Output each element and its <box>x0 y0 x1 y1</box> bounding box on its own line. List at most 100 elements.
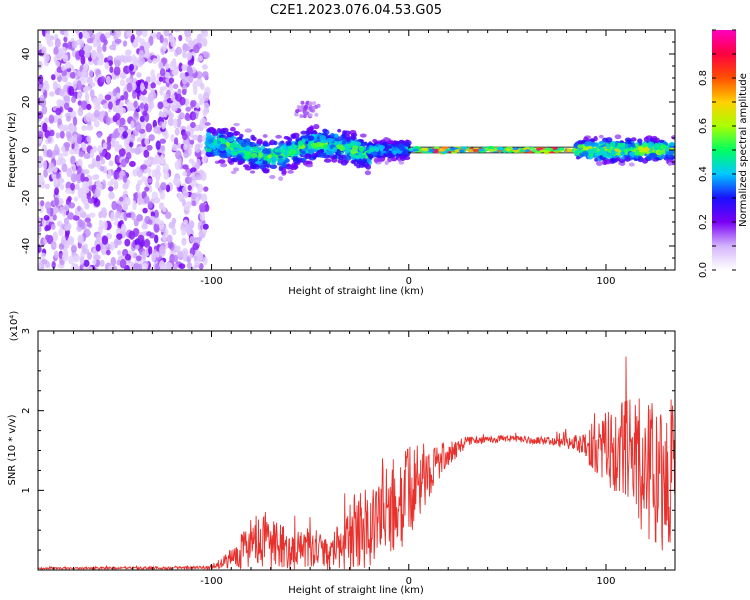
signal-point <box>351 160 356 164</box>
noise-point <box>71 40 78 49</box>
signal-point <box>297 158 303 163</box>
signal-point <box>222 139 227 144</box>
signal-point <box>350 148 357 155</box>
noise-point <box>188 67 194 77</box>
noise-point <box>76 160 83 168</box>
noise-point <box>141 30 148 38</box>
noise-point <box>115 210 121 219</box>
noise-point <box>158 245 166 255</box>
noise-point <box>132 168 138 177</box>
noise-point <box>68 123 75 133</box>
noise-point <box>40 252 46 259</box>
stable-signal-point <box>512 147 519 151</box>
noise-point <box>137 234 145 244</box>
signal-point <box>267 154 272 159</box>
noise-point <box>77 234 84 244</box>
stable-signal-point <box>566 148 573 152</box>
noise-point <box>116 92 121 100</box>
colorbar: 0.0 0.2 0.4 0.6 0.8 Normalized spectral ampl… <box>698 29 749 278</box>
noise-point <box>175 46 182 55</box>
noise-point <box>43 89 48 99</box>
noise-point <box>93 254 101 261</box>
signal-point <box>243 138 251 143</box>
noise-point <box>88 212 96 218</box>
noise-point <box>182 250 188 260</box>
signal-point <box>587 148 595 154</box>
noise-point <box>39 98 47 108</box>
spike-point <box>302 114 307 119</box>
noise-point <box>107 55 113 62</box>
signal-point <box>628 162 635 167</box>
signal-point <box>600 150 608 155</box>
signal-point <box>233 130 239 137</box>
signal-point <box>250 134 256 140</box>
noise-point <box>59 259 65 266</box>
noise-point <box>55 60 61 67</box>
noise-point <box>52 166 58 173</box>
signal-point <box>208 135 217 139</box>
noise-point <box>122 131 128 139</box>
noise-point <box>200 82 205 90</box>
noise-point <box>139 94 145 102</box>
noise-point <box>86 37 93 44</box>
signal-point <box>641 158 649 164</box>
noise-point <box>89 82 96 88</box>
noise-point <box>86 266 94 270</box>
noise-point <box>118 144 123 150</box>
stable-signal-point <box>460 146 468 150</box>
signal-point <box>269 174 276 180</box>
noise-point <box>164 228 169 237</box>
noise-point <box>42 122 48 133</box>
signal-point <box>599 146 606 152</box>
signal-point <box>274 148 279 153</box>
noise-point <box>201 64 208 70</box>
stable-signal-point <box>438 148 446 152</box>
noise-point <box>153 154 161 165</box>
snr-y-tick-label: 3 <box>21 328 32 334</box>
noise-point <box>49 91 55 97</box>
noise-point <box>176 117 182 128</box>
signal-point <box>270 156 277 162</box>
signal-point <box>244 128 252 133</box>
signal-point <box>341 140 347 145</box>
noise-point <box>61 75 68 83</box>
noise-point <box>109 44 116 51</box>
signal-point <box>269 164 278 170</box>
noise-point <box>61 165 67 172</box>
noise-point <box>182 190 189 199</box>
noise-point <box>67 236 75 245</box>
noise-point <box>85 228 91 237</box>
noise-point <box>117 126 125 134</box>
signal-point <box>209 127 217 132</box>
spectrogram-y-tick-label: 0 <box>21 147 32 153</box>
noise-point <box>138 57 146 65</box>
noise-point <box>78 49 85 57</box>
noise-point <box>81 245 86 254</box>
stable-signal-point <box>422 148 429 152</box>
noise-point <box>203 102 210 111</box>
noise-point <box>46 149 53 158</box>
signal-point <box>624 156 631 162</box>
noise-point <box>88 69 94 78</box>
noise-point <box>186 51 193 61</box>
noise-point <box>153 197 161 204</box>
noise-point <box>38 230 41 240</box>
noise-point <box>82 181 89 187</box>
signal-point <box>577 144 584 149</box>
signal-point <box>398 145 406 151</box>
noise-point <box>183 205 190 211</box>
signal-point <box>315 141 322 148</box>
noise-point <box>58 88 65 97</box>
noise-point <box>56 220 63 227</box>
signal-point <box>327 150 335 156</box>
noise-point <box>203 51 210 59</box>
noise-point <box>79 255 85 265</box>
noise-point <box>41 46 47 56</box>
noise-point <box>83 153 91 160</box>
noise-point <box>124 253 132 261</box>
noise-point <box>181 237 187 246</box>
snr-panel: -100 0 100 1 2 3 Height of straight line (km… <box>7 311 676 596</box>
noise-point <box>44 225 49 232</box>
noise-point <box>52 81 58 91</box>
signal-point <box>353 154 361 159</box>
